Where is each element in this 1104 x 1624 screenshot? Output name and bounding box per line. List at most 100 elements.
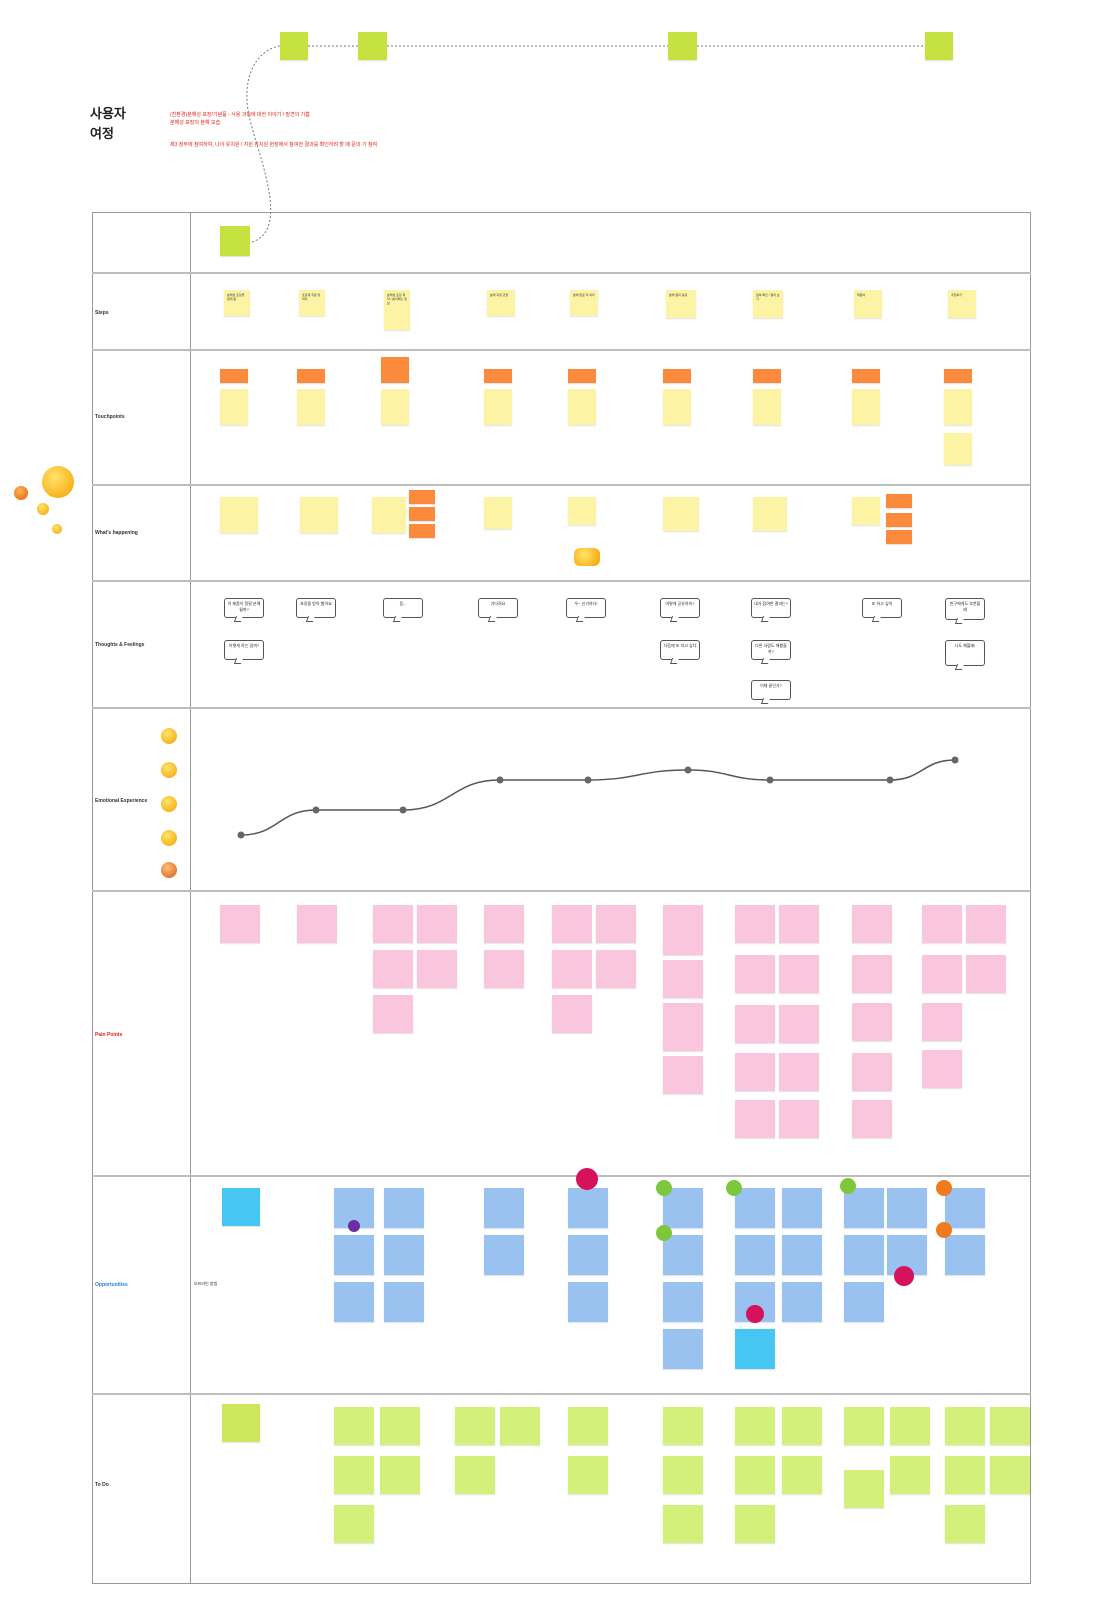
emotion-point[interactable] <box>766 776 774 784</box>
reaction-dot[interactable] <box>656 1225 672 1241</box>
pain-note[interactable] <box>852 905 892 943</box>
reaction-dot[interactable] <box>576 1168 598 1190</box>
touchpoint-note[interactable] <box>297 389 325 425</box>
opportunity-note[interactable] <box>735 1188 775 1228</box>
pain-note[interactable] <box>552 995 592 1033</box>
todo-note[interactable] <box>990 1456 1030 1494</box>
pain-note[interactable] <box>596 950 636 988</box>
pain-note[interactable] <box>417 950 457 988</box>
emotion-point[interactable] <box>584 776 592 784</box>
happening-note[interactable] <box>484 497 512 529</box>
opportunity-note[interactable] <box>384 1188 424 1228</box>
touchpoint-note[interactable] <box>663 389 691 425</box>
touchpoint-note[interactable] <box>381 389 409 425</box>
pain-note[interactable] <box>596 905 636 943</box>
pain-note[interactable] <box>852 1053 892 1091</box>
pain-note[interactable] <box>484 905 524 943</box>
opportunity-note[interactable] <box>945 1188 985 1228</box>
emotion-point[interactable] <box>237 831 245 839</box>
touchpoint-tag[interactable] <box>568 369 596 383</box>
touchpoint-tag[interactable] <box>852 369 880 383</box>
pain-note[interactable] <box>735 955 775 993</box>
pain-note[interactable] <box>779 955 819 993</box>
pain-note[interactable] <box>735 1053 775 1091</box>
opportunity-note[interactable] <box>334 1282 374 1322</box>
todo-note[interactable] <box>735 1505 775 1543</box>
opportunity-note[interactable] <box>735 1329 775 1369</box>
happening-note[interactable] <box>753 497 787 531</box>
step-note[interactable]: 분해 완료 후 처리 <box>570 290 598 316</box>
reaction-dot[interactable] <box>726 1180 742 1196</box>
todo-note[interactable] <box>735 1456 775 1494</box>
pain-note[interactable] <box>852 1100 892 1138</box>
thought-bubble[interactable]: 어떻게 공유하지? <box>660 598 700 618</box>
opportunity-note[interactable] <box>384 1282 424 1322</box>
emotion-point[interactable] <box>951 756 959 764</box>
pain-note[interactable] <box>297 905 337 943</box>
flow-node-1[interactable] <box>280 32 308 60</box>
thought-bubble[interactable]: 음... <box>383 598 423 618</box>
todo-note[interactable] <box>334 1505 374 1543</box>
todo-note[interactable] <box>782 1456 822 1494</box>
pain-note[interactable] <box>663 905 703 955</box>
pain-note[interactable] <box>735 1100 775 1138</box>
todo-note[interactable] <box>782 1407 822 1445</box>
opportunity-note[interactable] <box>887 1188 927 1228</box>
pain-note[interactable] <box>373 905 413 943</box>
opportunity-note[interactable] <box>782 1188 822 1228</box>
happening-note[interactable] <box>663 497 699 531</box>
happening-tag[interactable] <box>886 494 912 508</box>
pain-note[interactable] <box>373 950 413 988</box>
todo-note[interactable] <box>663 1456 703 1494</box>
flow-node-3[interactable] <box>668 32 697 60</box>
todo-note[interactable] <box>380 1407 420 1445</box>
pain-note[interactable] <box>966 905 1006 943</box>
todo-note[interactable] <box>945 1407 985 1445</box>
touchpoint-note[interactable] <box>753 389 781 425</box>
thought-bubble[interactable]: 또 하고 싶어 <box>862 598 902 618</box>
opportunity-note[interactable] <box>663 1329 703 1369</box>
opportunity-note[interactable] <box>945 1235 985 1275</box>
opportunity-note[interactable] <box>844 1188 884 1228</box>
touchpoint-tag[interactable] <box>484 369 512 383</box>
touchpoint-tag[interactable] <box>944 369 972 383</box>
opportunity-note[interactable] <box>568 1235 608 1275</box>
happening-tag[interactable] <box>409 490 435 504</box>
todo-note[interactable] <box>844 1470 884 1508</box>
todo-note[interactable] <box>334 1456 374 1494</box>
reaction-dot[interactable] <box>840 1178 856 1194</box>
todo-note[interactable] <box>735 1407 775 1445</box>
todo-note[interactable] <box>890 1407 930 1445</box>
opportunity-note[interactable] <box>663 1235 703 1275</box>
pain-note[interactable] <box>922 955 962 993</box>
step-note[interactable]: 분해 결과 공유 <box>666 290 696 318</box>
opportunity-note[interactable] <box>484 1188 524 1228</box>
pain-note[interactable] <box>779 1100 819 1138</box>
todo-note[interactable] <box>334 1407 374 1445</box>
todo-note[interactable] <box>455 1456 495 1494</box>
pain-note[interactable] <box>663 1056 703 1094</box>
emotion-point[interactable] <box>496 776 504 784</box>
thought-bubble[interactable]: 이 제품이 정말 분해될까? <box>224 598 264 618</box>
happening-note[interactable] <box>568 497 596 525</box>
thought-bubble[interactable]: 다음에 또 하고 싶다 <box>660 640 700 660</box>
opportunity-note[interactable] <box>782 1282 822 1322</box>
pain-note[interactable] <box>552 950 592 988</box>
touchpoint-tag[interactable] <box>753 369 781 383</box>
todo-note[interactable] <box>663 1407 703 1445</box>
step-note[interactable]: 분해 과정 관찰 <box>487 290 515 316</box>
reaction-dot[interactable] <box>746 1305 764 1323</box>
todo-note[interactable] <box>455 1407 495 1445</box>
emotion-point[interactable] <box>886 776 894 784</box>
pain-note[interactable] <box>663 1003 703 1051</box>
opportunity-note[interactable] <box>568 1282 608 1322</box>
thought-bubble[interactable]: 나도 해볼래! <box>945 640 985 666</box>
flow-node-4[interactable] <box>925 32 953 60</box>
thought-bubble[interactable]: 기다려요 <box>478 598 518 618</box>
opportunity-note[interactable] <box>568 1188 608 1228</box>
thought-bubble[interactable]: 이제 끝인가? <box>751 680 791 700</box>
touchpoint-note[interactable] <box>944 433 972 465</box>
todo-note[interactable] <box>568 1407 608 1445</box>
touchpoint-tag[interactable] <box>663 369 691 383</box>
emotion-point[interactable] <box>399 806 407 814</box>
